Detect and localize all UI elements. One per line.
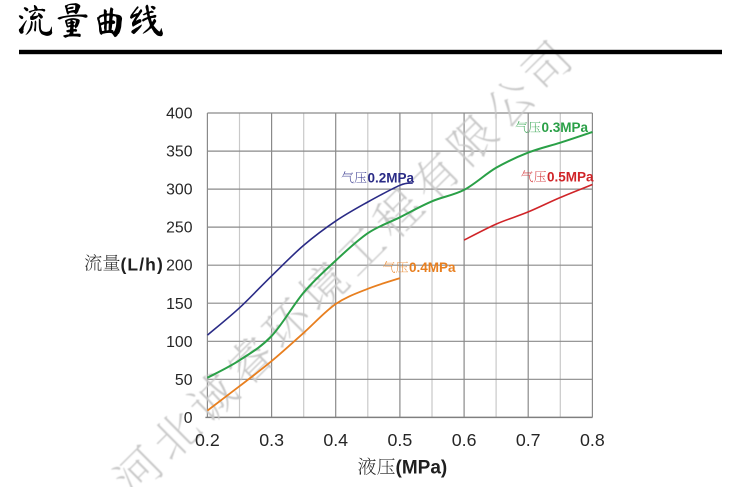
svg-text:200: 200 [166,258,193,275]
svg-text:250: 250 [166,220,193,237]
svg-text:350: 350 [166,144,193,161]
svg-text:0.2MPa: 0.2MPa [368,170,415,185]
svg-text:0.3MPa: 0.3MPa [542,120,589,135]
svg-text:(L/h): (L/h) [121,254,164,274]
svg-text:0.5MPa: 0.5MPa [547,169,594,184]
svg-text:0.4: 0.4 [323,430,348,450]
svg-text:0.4MPa: 0.4MPa [409,260,456,275]
svg-text:50: 50 [175,372,193,389]
svg-text:400: 400 [166,106,193,123]
svg-text:300: 300 [166,182,193,199]
svg-text:150: 150 [166,296,193,313]
svg-text:0.3: 0.3 [259,430,284,450]
svg-text:0.7: 0.7 [516,430,541,450]
svg-text:0.8: 0.8 [580,430,605,450]
svg-text:100: 100 [166,334,193,351]
svg-text:0.5: 0.5 [388,430,413,450]
svg-text:0.2: 0.2 [195,430,220,450]
svg-text:0: 0 [184,410,193,427]
svg-text:(MPa): (MPa) [396,458,448,479]
svg-text:0.6: 0.6 [452,430,477,450]
